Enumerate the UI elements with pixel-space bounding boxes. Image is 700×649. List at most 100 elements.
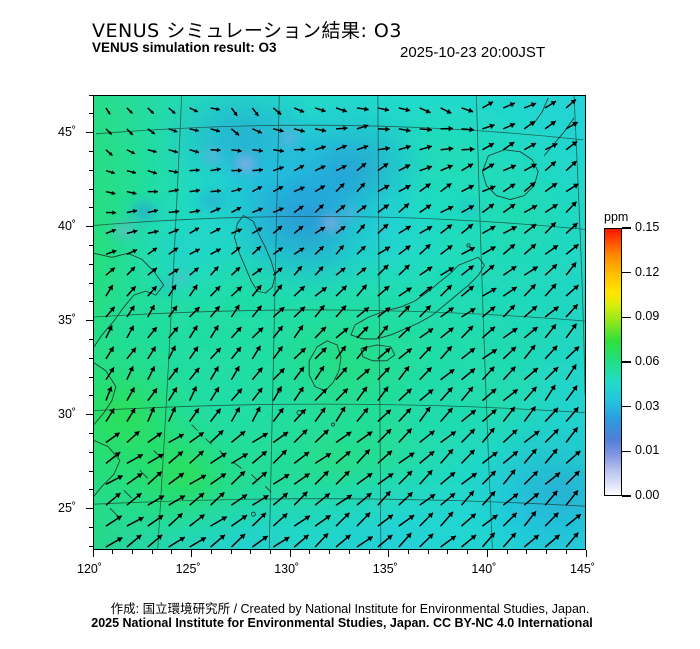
- wind-vector: [189, 306, 201, 318]
- wind-vector: [168, 326, 179, 339]
- wind-vector: [272, 386, 283, 402]
- wind-vector: [189, 248, 201, 255]
- wind-vector: [188, 386, 198, 401]
- wind-vector: [293, 366, 305, 381]
- wind-vector: [168, 406, 177, 422]
- wind-vector: [335, 431, 352, 444]
- wind-vector: [565, 532, 579, 548]
- wind-vector: [168, 268, 179, 276]
- y-tick-minor: [89, 470, 93, 472]
- wind-vector: [293, 107, 305, 113]
- wind-vector: [544, 283, 557, 297]
- wind-vector: [105, 451, 121, 464]
- wind-vector: [272, 473, 290, 485]
- wind-vector: [356, 431, 373, 444]
- graticule-grid: [94, 96, 585, 549]
- wind-vector: [126, 347, 137, 360]
- x-tick-major: [92, 550, 94, 557]
- wind-vector: [126, 387, 136, 402]
- wind-vector: [168, 512, 184, 527]
- wind-vector: [251, 107, 260, 117]
- wind-vector: [419, 366, 433, 381]
- wind-vector: [502, 183, 516, 193]
- wind-vector: [544, 305, 560, 318]
- colorbar: [604, 228, 622, 496]
- wind-vector: [523, 386, 538, 402]
- wind-vector: [168, 433, 185, 444]
- y-tick-major: [86, 508, 93, 510]
- wind-vector: [440, 125, 454, 132]
- wind-vector: [440, 535, 457, 548]
- wind-vector: [523, 223, 537, 234]
- wind-vector: [189, 227, 200, 235]
- colorbar-tick-label: 0.01: [635, 443, 660, 458]
- wind-vector: [419, 107, 431, 114]
- wind-vector: [565, 98, 577, 109]
- wind-vector: [335, 244, 345, 255]
- wind-vector: [481, 264, 495, 276]
- wind-vector: [461, 534, 477, 548]
- wind-vector: [523, 448, 538, 464]
- wind-vector: [168, 107, 176, 115]
- x-tick-minor: [269, 550, 271, 554]
- wind-vector: [168, 494, 186, 506]
- wind-vector: [460, 428, 476, 443]
- wind-vector: [377, 386, 389, 402]
- wind-vector: [147, 432, 163, 444]
- wind-vector: [293, 265, 303, 276]
- wind-vector: [105, 190, 116, 196]
- wind-vector: [398, 184, 411, 193]
- wind-vector: [544, 100, 557, 109]
- x-tick-minor: [329, 550, 331, 554]
- wind-vector: [398, 202, 410, 214]
- wind-vector: [168, 247, 179, 255]
- wind-vector: [377, 145, 391, 152]
- wind-vector: [272, 345, 284, 360]
- wind-vector: [377, 264, 389, 276]
- wind-vector: [293, 515, 311, 527]
- wind-vector: [189, 513, 206, 527]
- y-tick-major: [86, 320, 93, 322]
- wind-vector: [565, 323, 578, 339]
- wind-vector: [481, 408, 497, 423]
- colorbar-tick: [622, 495, 631, 497]
- wind-vector: [105, 306, 116, 318]
- wind-vector: [523, 283, 537, 297]
- wind-vector: [419, 285, 433, 297]
- wind-vector: [502, 141, 515, 151]
- wind-vector: [251, 284, 262, 297]
- wind-vector: [335, 144, 348, 151]
- wind-vector: [168, 228, 180, 235]
- wind-vector: [502, 265, 517, 276]
- wind-vector: [231, 452, 249, 465]
- wind-vector: [126, 149, 136, 155]
- wind-vector: [419, 512, 434, 527]
- wind-vector: [481, 388, 497, 402]
- colorbar-tick: [622, 316, 631, 319]
- wind-vector: [105, 386, 113, 401]
- wind-vector: [440, 244, 453, 255]
- wind-vector: [356, 182, 366, 193]
- wind-vector: [523, 266, 539, 276]
- wind-vector: [377, 246, 391, 255]
- wind-vector: [565, 160, 578, 172]
- wind-vector: [335, 225, 346, 234]
- wind-vector: [105, 169, 115, 175]
- colorbar-tick-label: 0.12: [635, 264, 660, 279]
- wind-vector: [523, 326, 539, 339]
- wind-vector: [356, 386, 368, 402]
- wind-vector: [209, 265, 219, 276]
- wind-vector: [147, 189, 158, 194]
- wind-vector: [377, 162, 389, 172]
- wind-vector: [440, 266, 455, 276]
- wind-vector: [398, 164, 411, 172]
- wind-vector: [105, 149, 113, 157]
- wind-vector: [502, 366, 517, 381]
- attribution-line-1: 作成: 国立環境研究所 / Created by National Instit…: [110, 602, 590, 616]
- wind-vector: [189, 474, 207, 485]
- wind-vector: [440, 511, 454, 527]
- wind-vector: [189, 128, 199, 133]
- wind-vector: [419, 204, 432, 214]
- wind-vector: [398, 326, 411, 339]
- wind-vector: [189, 536, 207, 548]
